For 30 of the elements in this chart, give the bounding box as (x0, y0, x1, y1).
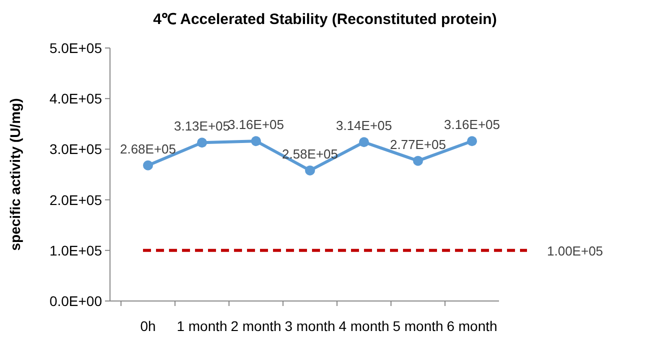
data-label: 3.16E+05 (444, 117, 500, 132)
data-label: 2.68E+05 (120, 141, 176, 156)
x-tick-label: 3 month (284, 318, 336, 334)
x-tick-label: 2 month (230, 318, 282, 334)
data-label: 3.13E+05 (174, 118, 230, 134)
point (413, 156, 423, 166)
point (251, 136, 261, 146)
y-tick-label: 1.0E+05 (49, 242, 102, 258)
point (467, 136, 477, 146)
y-tick-label: 0.0E+00 (49, 293, 102, 309)
point (359, 137, 369, 148)
y-tick-label: 4.0E+05 (49, 90, 102, 107)
data-label: 2.58E+05 (282, 146, 338, 162)
data-label: 3.16E+05 (228, 117, 284, 132)
y-tick-label: 2.0E+05 (49, 192, 102, 208)
x-tick-label: 1 month (176, 318, 228, 334)
ref-line-label: 1.00E+05 (547, 243, 604, 258)
data-label: 2.77E+05 (390, 136, 446, 152)
x-tick-label: 0h (140, 318, 156, 334)
chart-title: 4℃ Accelerated Stability (Reconstituted protein) (153, 11, 497, 28)
x-tick-label: 5 month (392, 318, 444, 334)
y-tick-label: 3.0E+05 (49, 141, 102, 158)
data-label: 3.14E+05 (336, 118, 392, 134)
point (197, 138, 207, 148)
point (305, 165, 315, 176)
x-tick-label: 4 month (338, 318, 390, 334)
point (143, 160, 153, 170)
x-tick-label: 6 month (446, 318, 498, 334)
y-tick-label: 5.0E+05 (49, 40, 102, 56)
y-axis-title: specific activity (U/mg) (7, 98, 23, 251)
